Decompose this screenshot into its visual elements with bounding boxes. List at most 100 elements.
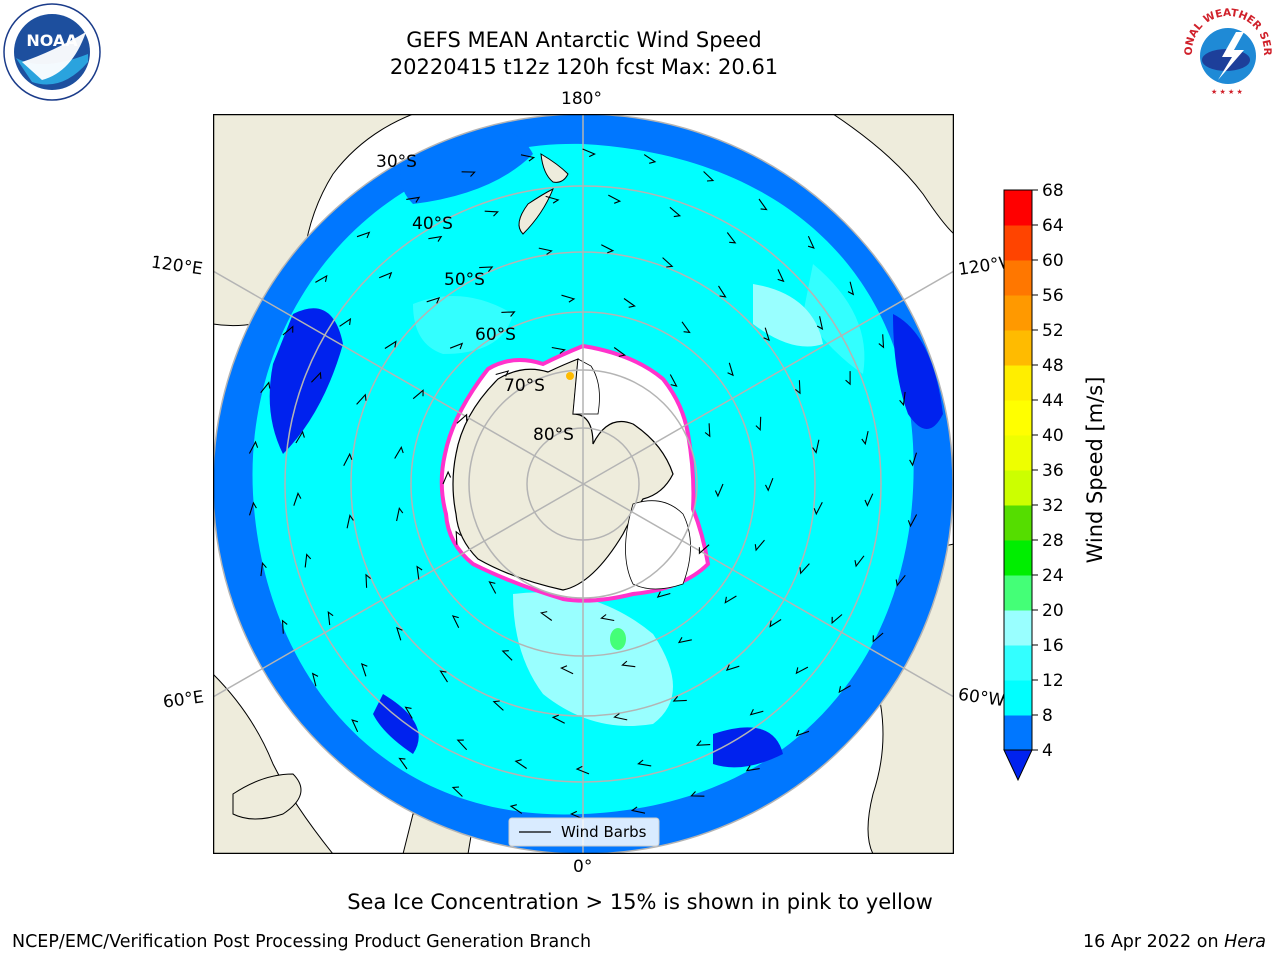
wind-barb xyxy=(451,615,460,628)
colorbar-segment xyxy=(1004,680,1032,716)
lat-label-50s: 50°S xyxy=(444,270,485,290)
wind-barb xyxy=(551,714,565,724)
wind-barb xyxy=(838,685,851,694)
wind-barb xyxy=(343,452,353,466)
wind-barb xyxy=(281,619,288,634)
wind-barb xyxy=(426,297,441,304)
wind-barb xyxy=(637,759,652,767)
wind-barb xyxy=(872,632,884,643)
wind-barb xyxy=(758,198,768,211)
wind-barb xyxy=(795,666,809,675)
colorbar-segment xyxy=(1004,435,1032,471)
wind-barb xyxy=(807,235,815,249)
colorbar-segment xyxy=(1004,575,1032,611)
wind-barb xyxy=(398,757,408,770)
noaa-logo-text: NOAA xyxy=(26,31,78,50)
wind-barb xyxy=(514,759,527,769)
wind-barb xyxy=(754,539,765,552)
colorbar-tick-label: 36 xyxy=(1042,461,1064,481)
wind-barb xyxy=(461,171,476,177)
wind-barb xyxy=(672,696,687,702)
colorbar-tick-label: 12 xyxy=(1042,671,1064,691)
wind-barb xyxy=(727,362,734,377)
latitude-labels: 30°S 40°S 50°S 60°S 70°S 80°S xyxy=(376,152,574,445)
colorbar-tick-label: 44 xyxy=(1042,391,1064,411)
lat-label-60s: 60°S xyxy=(475,325,516,345)
chart-subtitle: 20220415 t12z 120h fcst Max: 20.61 xyxy=(389,55,779,79)
footer-date: 16 Apr 2022 on Hera xyxy=(1083,932,1266,952)
wind-barb xyxy=(662,257,674,268)
map-panel: 30°S 40°S 50°S 60°S 70°S 80°S Wind Barbs xyxy=(213,114,954,854)
colorbar-tick-label: 16 xyxy=(1042,636,1064,656)
wind-barb xyxy=(311,371,322,383)
colorbar-tick-label: 40 xyxy=(1042,426,1064,446)
wind-barb xyxy=(763,327,770,342)
wind-barb xyxy=(439,670,448,683)
colorbar-segment xyxy=(1004,225,1032,261)
wind-barb xyxy=(346,514,354,529)
wind-barb xyxy=(451,786,463,797)
lat-label-40s: 40°S xyxy=(412,214,453,234)
wind-barb xyxy=(799,563,810,575)
wind-barb xyxy=(690,791,705,797)
wind-barb xyxy=(643,154,657,164)
wind-barb xyxy=(726,232,737,244)
wind-barb xyxy=(714,483,724,498)
wind-barb xyxy=(695,740,711,746)
footer-branch: NCEP/EMC/Verification Post Processing Pr… xyxy=(12,932,592,952)
colorbar-segment xyxy=(1004,540,1032,576)
wind-barb xyxy=(501,650,513,661)
colorbar-tick-label: 32 xyxy=(1042,496,1064,516)
wind-barb xyxy=(681,321,691,334)
wind-barb xyxy=(769,619,782,628)
wind-barb xyxy=(545,195,560,204)
svg-text:★ ★ ★ ★: ★ ★ ★ ★ xyxy=(1211,88,1243,96)
wind-barb xyxy=(669,206,682,218)
wind-barb xyxy=(621,660,636,668)
wind-barb xyxy=(406,196,421,203)
wind-barb xyxy=(384,340,397,349)
wind-barb xyxy=(777,269,785,283)
wind-barb xyxy=(582,148,596,158)
meridian-label-0: 0° xyxy=(573,857,593,877)
colorbar-tick-label: 60 xyxy=(1042,251,1064,271)
colorbar-tick-label: 52 xyxy=(1042,321,1064,341)
wind-barb xyxy=(907,514,918,528)
wind-barb xyxy=(484,210,499,217)
colorbar-segment xyxy=(1004,645,1032,681)
colorbar-tick-label: 28 xyxy=(1042,531,1064,551)
colorbar-tick-label: 20 xyxy=(1042,601,1064,621)
wind-barb xyxy=(396,506,404,522)
colorbar-tick-label: 64 xyxy=(1042,216,1064,236)
wind-barb xyxy=(895,574,906,587)
colorbar-tick-label: 68 xyxy=(1042,181,1064,201)
colorbar-segment xyxy=(1004,190,1032,226)
wind-barb xyxy=(416,565,423,580)
wind-barb xyxy=(600,614,615,622)
wind-barb xyxy=(854,555,865,568)
footer-date-text: 16 Apr 2022 on xyxy=(1082,932,1219,952)
nws-logo-icon: NATIONAL WEATHER SERVICE ★ ★ ★ ★ xyxy=(1178,2,1276,100)
wind-barb xyxy=(899,391,906,407)
wind-barb xyxy=(561,294,576,303)
colorbar-tick-label: 56 xyxy=(1042,286,1064,306)
wind-barb xyxy=(698,544,710,555)
wind-barb xyxy=(495,370,510,377)
colorbar-segment xyxy=(1004,470,1032,506)
wind-barb xyxy=(479,266,494,272)
wind-barb xyxy=(613,347,627,357)
wind-barb xyxy=(295,430,305,444)
wind-barb xyxy=(765,478,774,492)
wind-barb xyxy=(315,274,328,283)
wind-barb xyxy=(282,325,294,336)
meridian-label-120e: 120°E xyxy=(149,252,204,280)
wind-barb xyxy=(442,470,452,485)
legend: Wind Barbs xyxy=(508,817,660,847)
wind-barb xyxy=(260,561,267,577)
colorbar-tick-label: 4 xyxy=(1042,741,1053,761)
wind-barb xyxy=(509,804,523,814)
new-zealand xyxy=(518,153,569,235)
wind-barb xyxy=(575,765,590,775)
wind-barb xyxy=(539,611,553,621)
